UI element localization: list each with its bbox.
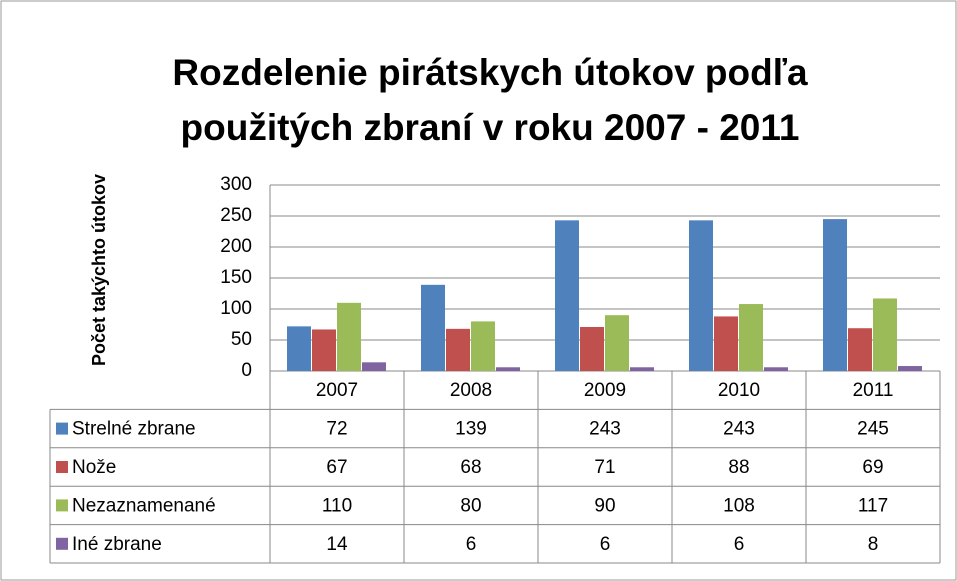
legend-swatch [56,499,68,512]
x-tick-label: 2010 [718,380,760,401]
table-value: 8 [868,534,879,555]
chart-title: Rozdelenie pirátskych útokov podľa [172,52,808,93]
table-value: 67 [326,457,347,478]
table-value: 243 [589,419,621,440]
bar [362,362,386,371]
bar [739,304,763,371]
legend-label: Strelné zbrane [72,419,196,440]
x-tick-label: 2009 [584,380,626,401]
legend-swatch [56,461,68,473]
y-axis-label: Počet takýchto útokov [89,174,109,366]
table-value: 110 [322,495,352,516]
bar [421,284,445,371]
bar [605,315,629,371]
bar [764,367,788,371]
y-tick-label: 250 [220,205,252,226]
bar [689,220,713,371]
legend-swatch [56,537,68,550]
legend-label: Nože [72,457,116,478]
x-tick-label: 2011 [853,380,894,401]
bar [630,367,654,371]
y-tick-label: 150 [220,267,252,288]
table-value: 68 [460,457,481,478]
table-value: 90 [594,495,615,516]
table-value: 6 [600,534,611,555]
legend-label: Nezaznamenané [72,495,216,516]
table-value: 108 [723,495,755,516]
bar [337,302,361,371]
bar [496,367,520,371]
bar [312,329,336,371]
legend-label: Iné zbrane [72,534,162,555]
bar [471,321,495,371]
y-tick-label: 0 [241,360,252,381]
table-value: 69 [862,457,883,478]
y-tick-label: 50 [231,329,252,350]
bar [580,326,604,371]
legend-swatch [56,422,68,435]
x-tick-label: 2008 [450,380,492,401]
bar [714,316,738,371]
bar [446,328,470,371]
table-value: 6 [466,534,477,555]
bar [823,219,847,371]
table-value: 14 [326,534,348,555]
table-value: 88 [728,457,749,478]
table-value: 117 [858,495,888,516]
bar [287,326,311,371]
bar [555,220,579,371]
table-value: 72 [326,419,347,440]
table-value: 139 [455,419,487,440]
table-value: 6 [734,534,745,555]
table-value: 243 [723,419,755,440]
bar [848,328,872,371]
y-tick-label: 100 [220,298,252,319]
bar [873,298,897,371]
y-tick-label: 300 [220,174,252,195]
table-value: 71 [594,457,615,478]
table-value: 80 [460,495,481,516]
table-value: 245 [857,419,889,440]
bar [898,366,922,371]
y-tick-label: 200 [220,236,252,257]
chart-title: použitých zbraní v roku 2007 - 2011 [181,107,800,148]
x-tick-label: 2007 [316,380,358,401]
